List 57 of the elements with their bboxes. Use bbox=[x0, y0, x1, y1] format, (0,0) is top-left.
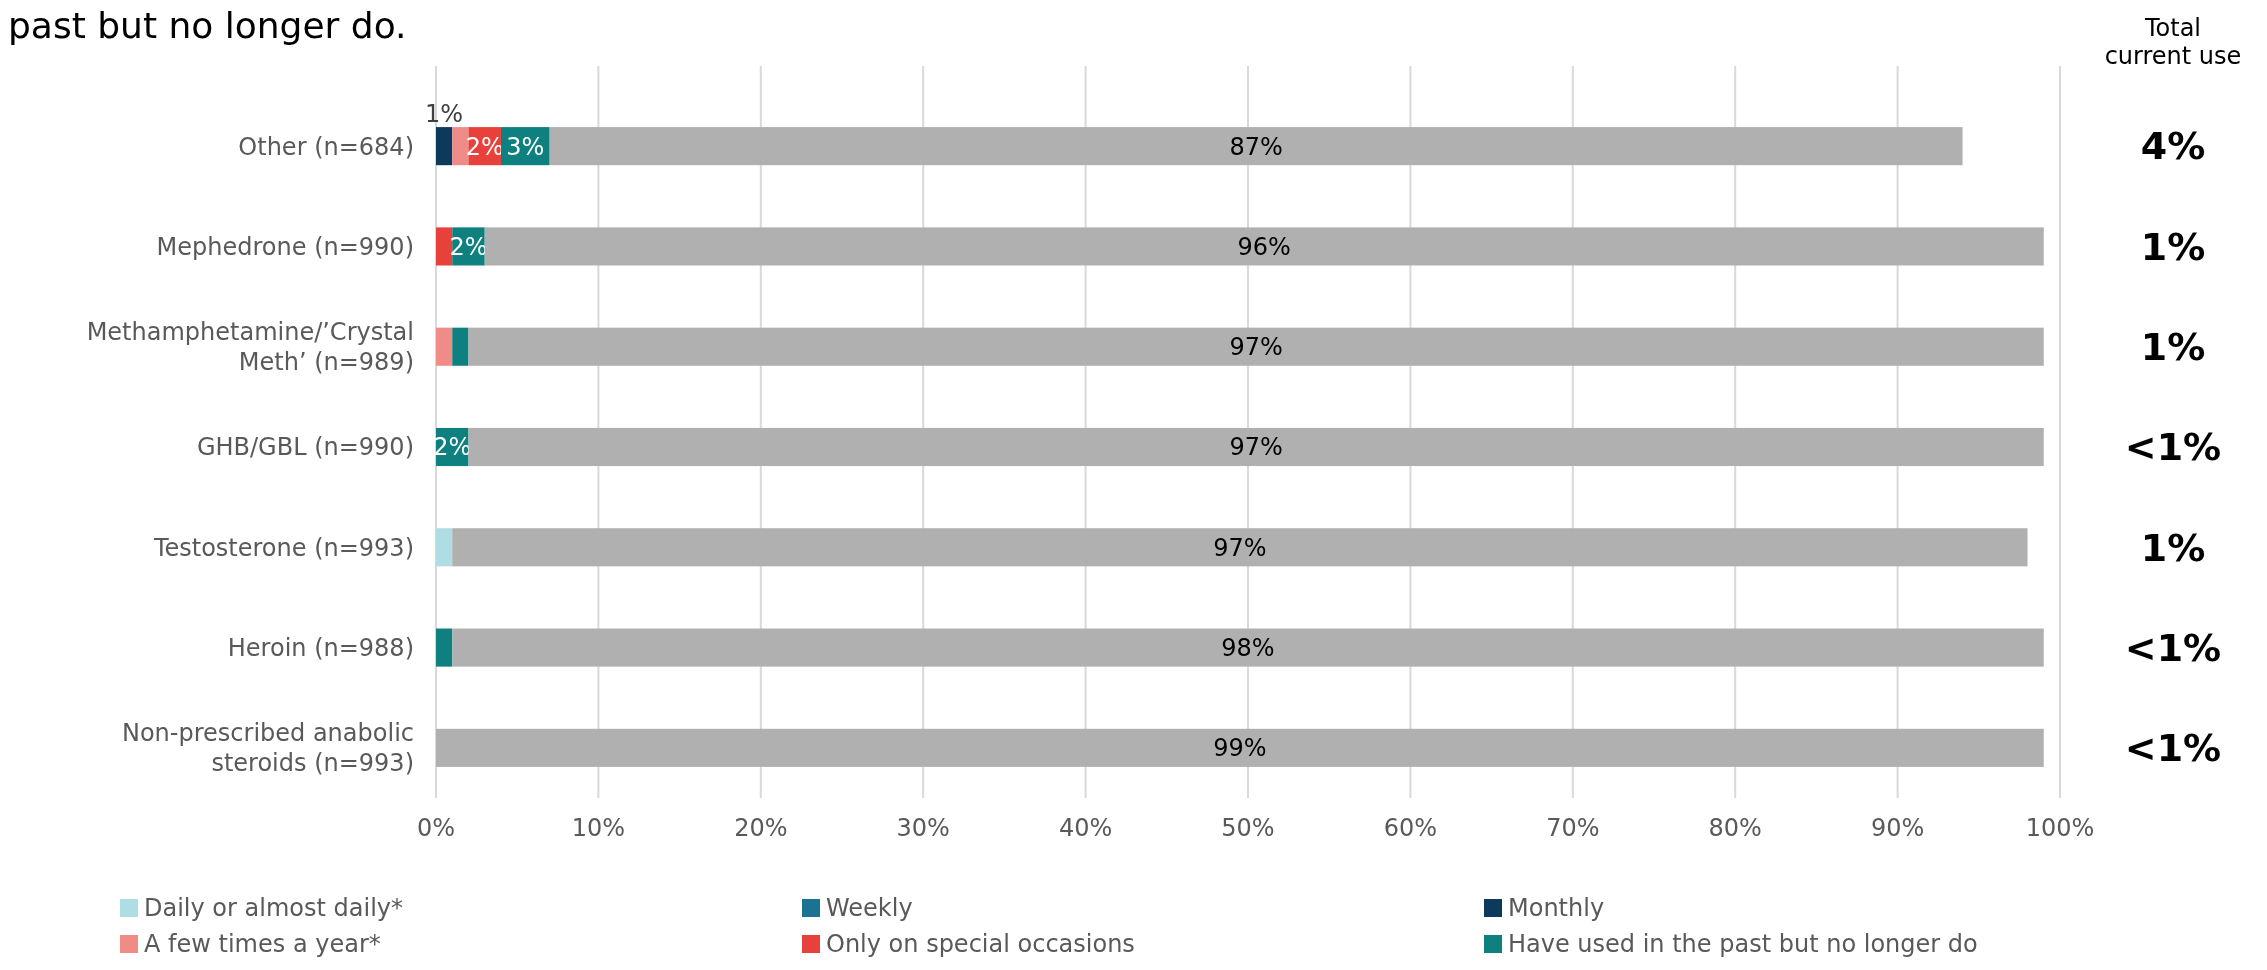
text: <1% bbox=[2124, 425, 2222, 470]
legend-label: A few times a year* bbox=[144, 930, 381, 959]
data-label: 97% bbox=[1229, 333, 1283, 362]
bar bbox=[468, 327, 2044, 366]
bar bbox=[452, 628, 2044, 667]
x-tick-label: 70% bbox=[1546, 814, 1600, 842]
data-label: 2% bbox=[465, 132, 504, 161]
text: 4% bbox=[2140, 124, 2206, 169]
text: 1% bbox=[2140, 325, 2206, 370]
bar bbox=[452, 327, 469, 366]
chart-title: past but no longer do. bbox=[8, 5, 407, 46]
legend-label: Monthly bbox=[1508, 894, 1605, 923]
data-label: 87% bbox=[1229, 132, 1283, 161]
data-label: 97% bbox=[1229, 433, 1283, 462]
bar bbox=[549, 127, 1963, 166]
legend-label: Weekly bbox=[826, 894, 913, 923]
bar bbox=[436, 127, 453, 166]
bar bbox=[452, 127, 469, 166]
text: 1% bbox=[2140, 525, 2206, 570]
text: <1% bbox=[2124, 726, 2222, 771]
y-tick-label: Heroin (n=988) bbox=[227, 633, 414, 662]
x-tick-label: 80% bbox=[1708, 814, 1762, 842]
y-tick-label: Testosterone (n=993) bbox=[152, 533, 414, 562]
y-tick-label: Methamphetamine/’Crystal Meth’ (n=989) bbox=[86, 318, 414, 377]
x-tick-label: 60% bbox=[1383, 814, 1438, 842]
legend-label: Daily or almost daily* bbox=[144, 894, 403, 923]
text: <1% bbox=[2124, 625, 2222, 670]
bar bbox=[452, 528, 2028, 567]
text: Total current use bbox=[2104, 14, 2242, 70]
legend-label: Only on special occasions bbox=[826, 930, 1135, 959]
x-tick-label: 40% bbox=[1058, 814, 1113, 842]
legend-label: Have used in the past but no longer do bbox=[1508, 930, 1978, 959]
bar bbox=[436, 327, 453, 366]
data-label: 3% bbox=[506, 132, 545, 161]
bar bbox=[468, 427, 2044, 467]
x-tick-label: 100% bbox=[2025, 814, 2095, 842]
y-tick-label: Mephedrone (n=990) bbox=[156, 232, 414, 261]
data-label: 96% bbox=[1237, 232, 1291, 261]
x-tick-label: 30% bbox=[896, 814, 950, 842]
data-label: 1% bbox=[425, 100, 464, 129]
x-tick-label: 0% bbox=[416, 814, 456, 842]
x-tick-label: 90% bbox=[1870, 814, 1925, 842]
bar bbox=[436, 728, 2044, 767]
x-tick-label: 20% bbox=[734, 814, 788, 842]
data-label: 98% bbox=[1221, 633, 1275, 662]
y-tick-label: Non-prescribed anabolic steroids (n=993) bbox=[121, 719, 414, 778]
data-label: 97% bbox=[1213, 533, 1267, 562]
x-tick-label: 10% bbox=[571, 814, 626, 842]
y-tick-label: GHB/GBL (n=990) bbox=[196, 433, 414, 462]
bar bbox=[436, 227, 453, 266]
bar bbox=[484, 227, 2044, 266]
text: 1% bbox=[2140, 224, 2206, 269]
data-label: 99% bbox=[1213, 734, 1267, 763]
x-tick-label: 50% bbox=[1221, 814, 1275, 842]
bar bbox=[436, 528, 453, 567]
bar bbox=[436, 628, 453, 667]
y-tick-label: Other (n=684) bbox=[238, 132, 414, 161]
